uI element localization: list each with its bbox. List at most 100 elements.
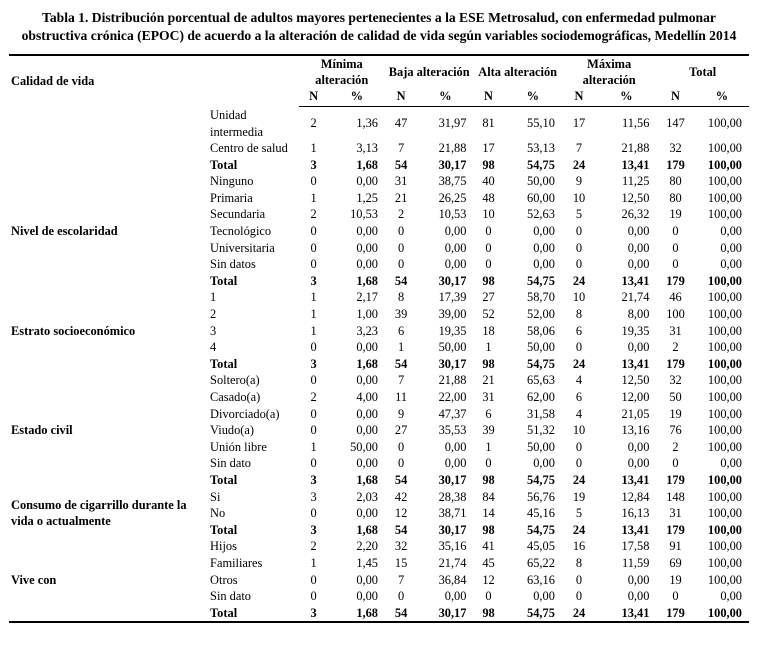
table-row: Tecnológico 0 0,00 0 0,00 0 0,00 0 0,00 0 0,00 xyxy=(9,223,749,240)
row-label: Ninguno xyxy=(210,174,254,189)
group-label xyxy=(9,107,208,173)
n-value: 0 xyxy=(575,340,583,355)
n-value: 19 xyxy=(572,489,586,504)
percent-value: 50,00 xyxy=(350,439,378,454)
n-value: 8 xyxy=(575,555,583,570)
n-value: 8 xyxy=(397,290,405,305)
percent-value: 0,00 xyxy=(444,257,467,272)
percent-value: 1,68 xyxy=(356,472,378,487)
n-value: 1 xyxy=(310,307,317,322)
percent-value: 1,00 xyxy=(356,307,378,322)
percent-value: 17,39 xyxy=(438,290,467,305)
n-value: 47 xyxy=(394,116,408,131)
column-header-baja-alteracion: Baja alteración xyxy=(388,65,470,80)
percent-value: 0,00 xyxy=(356,406,378,421)
n-value: 2 xyxy=(310,116,317,131)
percent-value: 100,00 xyxy=(707,555,742,570)
percent-value: 11,59 xyxy=(622,555,650,570)
group-label: Vive con xyxy=(11,572,57,587)
percent-value: 0,00 xyxy=(356,423,378,438)
percent-value: 100,00 xyxy=(707,157,742,172)
percent-value: 100,00 xyxy=(707,174,742,189)
n-value: 0 xyxy=(575,572,583,587)
percent-value: 30,17 xyxy=(438,356,467,371)
table-row: Primaria 1 1,25 21 26,25 48 60,00 10 12,50 80 100,… xyxy=(9,190,749,207)
percent-value: 60,00 xyxy=(527,190,555,205)
percent-value: 51,32 xyxy=(527,423,555,438)
n-value: 0 xyxy=(310,257,317,272)
n-value: 1 xyxy=(310,323,317,338)
percent-value: 0,00 xyxy=(533,589,555,604)
n-value: 11 xyxy=(395,390,408,404)
n-value: 12 xyxy=(394,506,408,521)
percent-value: 62,00 xyxy=(527,390,555,404)
n-value: 147 xyxy=(666,116,685,131)
percent-value: 17,58 xyxy=(621,539,650,554)
subheader-n: N xyxy=(561,89,597,108)
table-row: No 0 0,00 12 38,71 14 45,16 5 16,13 31 100,00 xyxy=(9,505,749,522)
n-value: 0 xyxy=(310,506,317,521)
n-value: 6 xyxy=(485,406,492,421)
row-label: 4 xyxy=(210,340,217,355)
percent-value: 100,00 xyxy=(707,423,742,438)
n-value: 98 xyxy=(482,522,495,537)
percent-value: 28,38 xyxy=(438,489,467,504)
subheader-n: N xyxy=(656,89,695,108)
n-value: 10 xyxy=(572,190,586,205)
n-value: 40 xyxy=(482,174,495,189)
percent-value: 100,00 xyxy=(707,539,742,554)
percent-value: 0,00 xyxy=(356,224,378,239)
n-value: 0 xyxy=(575,589,583,604)
percent-value: 30,17 xyxy=(438,605,467,620)
row-label: 2 xyxy=(210,307,217,322)
row-label: Unión libre xyxy=(210,439,267,454)
percent-value: 0,00 xyxy=(356,572,378,587)
n-value: 1 xyxy=(397,340,405,355)
n-value: 98 xyxy=(482,356,495,371)
percent-value: 38,71 xyxy=(438,506,467,521)
percent-value: 35,53 xyxy=(438,423,467,438)
row-label: Centro de salud xyxy=(210,141,288,156)
n-value: 0 xyxy=(397,589,405,604)
n-value: 10 xyxy=(482,207,495,222)
row-label: Si xyxy=(210,489,221,504)
percent-value: 2,20 xyxy=(356,539,378,554)
subheader-n: N xyxy=(473,89,504,108)
header-row-groups: Calidad de vida Mínima alteración Baja a… xyxy=(9,55,749,89)
percent-value: 3,13 xyxy=(356,141,378,156)
n-value: 1 xyxy=(310,290,317,305)
table-row-total: Total 3 1,68 54 30,17 98 54,75 24 13,41 179 100,00 xyxy=(9,522,749,539)
percent-value: 65,63 xyxy=(527,373,555,388)
n-value: 54 xyxy=(394,273,408,288)
percent-value: 1,45 xyxy=(356,555,378,570)
n-value: 0 xyxy=(485,257,492,272)
table-row: Secundaria 2 10,53 2 10,53 10 52,63 5 26,32 19 100… xyxy=(9,206,749,223)
percent-value: 50,00 xyxy=(527,439,555,454)
table-row: Unión libre 1 50,00 0 0,00 1 50,00 0 0,00 2 100,00 xyxy=(9,439,749,456)
percent-value: 2,17 xyxy=(356,290,378,305)
percent-value: 100,00 xyxy=(707,273,742,288)
percent-value: 1,25 xyxy=(356,190,378,205)
table-row: Nivel de escolaridad Ninguno 0 0,00 31 38,75 4… xyxy=(9,173,749,238)
n-value: 1 xyxy=(310,141,317,156)
table-row: 4 0 0,00 1 50,00 1 50,00 0 0,00 2 100,00 xyxy=(9,339,749,356)
percent-value: 100,00 xyxy=(707,290,742,305)
n-value: 3 xyxy=(310,157,317,172)
percent-value: 31,97 xyxy=(438,116,467,131)
n-value: 24 xyxy=(572,157,586,172)
n-value: 54 xyxy=(394,157,408,172)
n-value: 17 xyxy=(572,116,586,131)
n-value: 2 xyxy=(310,207,317,222)
percent-value: 47,37 xyxy=(438,406,467,421)
percent-value: 52,63 xyxy=(527,207,555,222)
percent-value: 100,00 xyxy=(707,489,742,504)
n-value: 2 xyxy=(672,340,679,355)
percent-value: 0,00 xyxy=(627,572,650,587)
subheader-n: N xyxy=(298,89,329,108)
n-value: 0 xyxy=(310,174,317,189)
percent-value: 36,84 xyxy=(438,572,467,587)
n-value: 46 xyxy=(669,290,682,305)
table-row-total: Total 3 1,68 54 30,17 98 54,75 24 13,41 179 100,00 xyxy=(9,605,749,623)
table-body: Unidad intermedia 2 1,36 47 31,97 81 55,10 17 11… xyxy=(9,107,749,622)
group-label: Nivel de escolaridad xyxy=(11,224,118,239)
